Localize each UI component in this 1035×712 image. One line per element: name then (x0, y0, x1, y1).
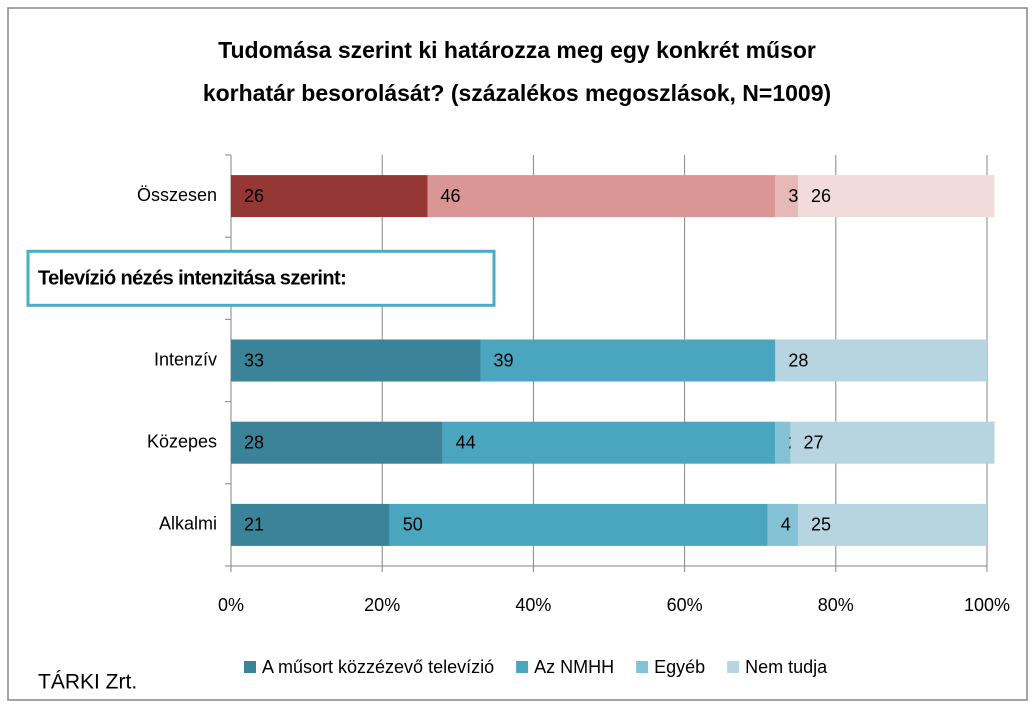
value-label: 27 (803, 432, 823, 452)
value-label: 26 (244, 186, 264, 206)
y-tick-label: Intenzív (154, 349, 217, 369)
bar-segment (231, 421, 443, 464)
value-label: 21 (244, 515, 264, 535)
chart-title: Tudomása szerint ki határozza meg egy ko… (218, 37, 816, 63)
bar-segment (442, 421, 776, 464)
legend-swatch (516, 661, 529, 673)
chart-title: korhatár besorolását? (százalékos megosz… (203, 80, 831, 106)
x-tick-label: 0% (218, 595, 244, 615)
y-tick-label: Közepes (147, 431, 217, 451)
value-label: 25 (811, 515, 831, 535)
bar-segment (775, 339, 987, 382)
y-tick-label: Alkalmi (159, 514, 217, 534)
value-label: 46 (441, 186, 461, 206)
annotation-box (26, 249, 496, 307)
legend-label: Az NMHH (534, 657, 614, 677)
x-tick-label: 60% (667, 595, 703, 615)
annotation: Televízió nézés intenzitása szerint: (38, 268, 346, 290)
x-tick-label: 80% (818, 595, 854, 615)
x-tick-label: 40% (515, 595, 551, 615)
value-label: 4 (781, 515, 791, 535)
bar-segment (798, 175, 995, 218)
bar-segment (775, 175, 798, 218)
bar-segment (775, 421, 791, 464)
legend-label: Nem tudja (745, 657, 828, 677)
bar-segment (767, 503, 798, 546)
source: TÁRKI Zrt. (38, 671, 137, 694)
bar-segment (231, 503, 390, 546)
bar-segment (480, 339, 776, 382)
legend-swatch (244, 661, 256, 673)
bar-segment (231, 175, 428, 218)
bar-segment (389, 503, 768, 546)
bar-segment (231, 339, 481, 382)
y-tick-label: Összesen (137, 185, 217, 205)
x-tick-label: 100% (964, 595, 1010, 615)
value-label: 28 (788, 350, 808, 370)
legend-swatch (636, 661, 649, 673)
value-label: 39 (493, 350, 513, 370)
value-label: 26 (811, 186, 831, 206)
bar-segment (427, 175, 776, 218)
legend-swatch (727, 661, 740, 673)
bar-segment (798, 503, 987, 546)
legend-label: A műsort közzézevő televízió (262, 657, 494, 677)
bar-segment (790, 421, 995, 464)
legend-label: Egyéb (654, 657, 705, 677)
x-tick-label: 20% (364, 595, 400, 615)
value-label: 44 (456, 432, 476, 452)
value-label: 50 (403, 515, 423, 535)
value-label: 28 (244, 432, 264, 452)
value-label: 33 (244, 350, 264, 370)
value-label: 3 (788, 186, 798, 206)
